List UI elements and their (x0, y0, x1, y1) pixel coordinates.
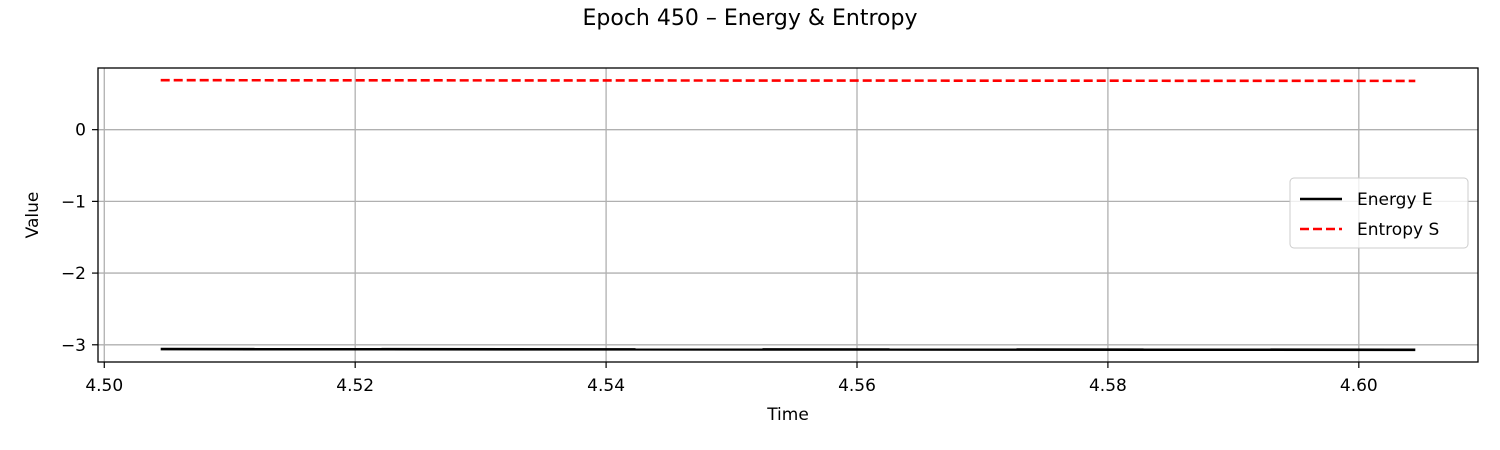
series-lines (160, 78, 1416, 352)
chart-title: Epoch 450 – Energy & Entropy (582, 6, 918, 31)
x-tick-label: 4.50 (85, 376, 123, 396)
x-axis-label: Time (766, 405, 809, 425)
grid-lines (98, 68, 1478, 362)
x-tick-label: 4.58 (1089, 376, 1127, 396)
x-tick-label: 4.52 (336, 376, 374, 396)
y-tick-label: −1 (61, 192, 86, 212)
series-line-energy-e (160, 347, 1416, 352)
legend: Energy E Entropy S (1289, 177, 1469, 249)
legend-box (1289, 177, 1469, 249)
y-tick-label: 0 (75, 121, 86, 141)
legend-label: Entropy S (1357, 220, 1439, 240)
series-line-entropy-s (160, 78, 1416, 83)
legend-label: Energy E (1357, 190, 1433, 210)
x-tick-label: 4.60 (1340, 376, 1378, 396)
axis-ticks: 4.50 4.52 4.54 4.56 4.58 4.60 0 −1 −2 −3 (61, 121, 1378, 396)
y-tick-label: −3 (61, 336, 86, 356)
y-axis-label: Value (23, 192, 43, 239)
y-tick-label: −2 (61, 264, 86, 284)
x-tick-label: 4.54 (587, 376, 625, 396)
x-tick-label: 4.56 (838, 376, 876, 396)
plot-frame (97, 67, 1479, 363)
